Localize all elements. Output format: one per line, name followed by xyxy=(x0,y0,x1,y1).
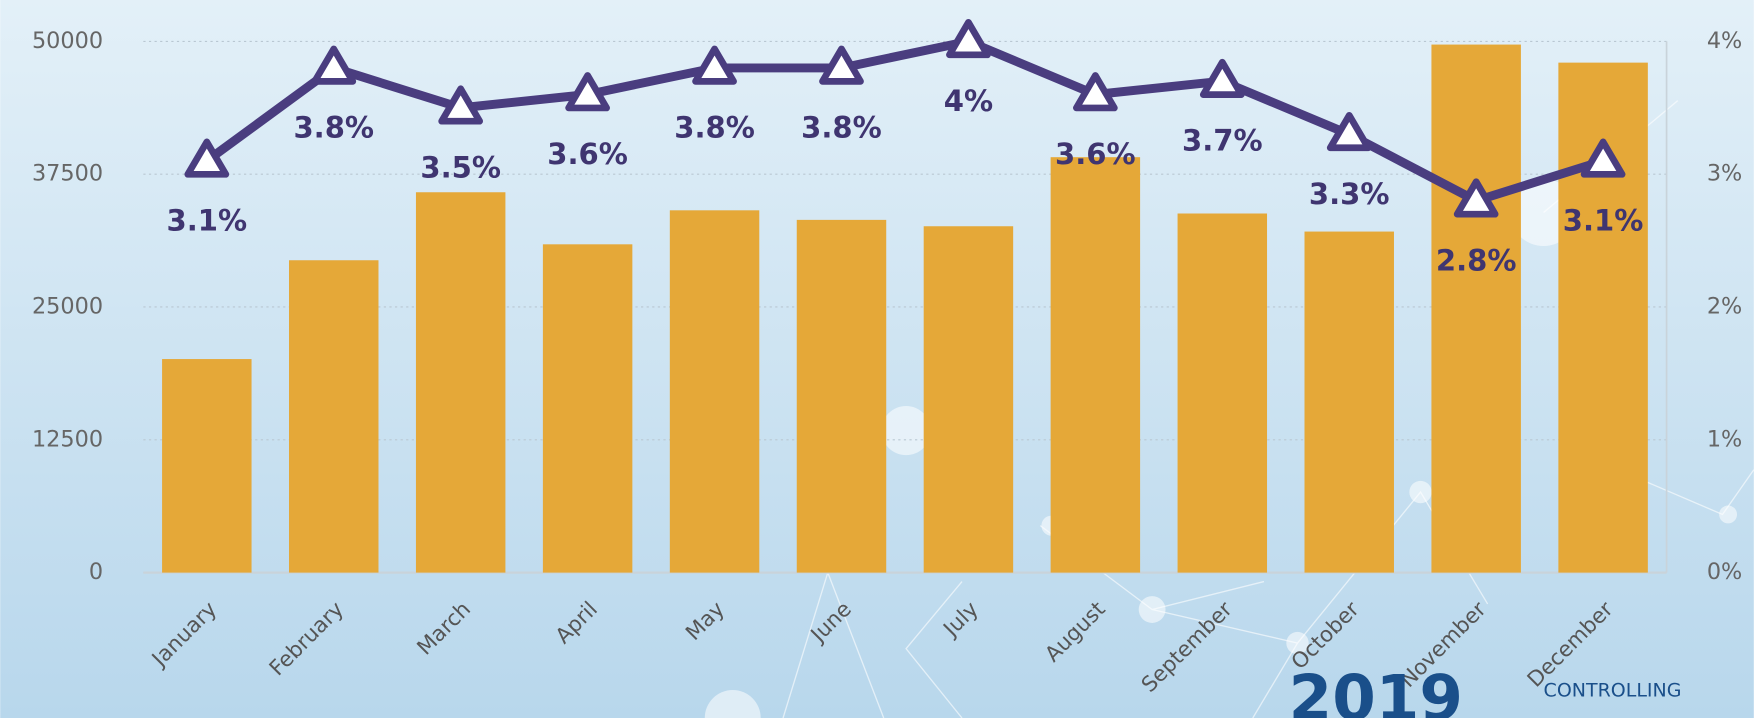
y2-tick-label: 0% xyxy=(1707,559,1742,585)
logo-year: 2019 xyxy=(1289,661,1463,718)
bar xyxy=(543,244,632,572)
value-label: 3.3% xyxy=(1309,177,1390,211)
value-label: 3.1% xyxy=(167,203,248,237)
value-label: 3.7% xyxy=(1182,124,1263,158)
logo-text: CONTROLLING xyxy=(1544,680,1682,702)
value-label: 3.8% xyxy=(293,110,374,144)
y-tick-label: 50000 xyxy=(32,28,103,54)
bar xyxy=(1051,157,1140,572)
bar xyxy=(1178,213,1267,572)
y2-tick-label: 2% xyxy=(1707,293,1742,319)
bar xyxy=(797,220,886,573)
value-label: 3.6% xyxy=(547,137,628,171)
value-label: 3.8% xyxy=(801,110,882,144)
chart: 0125002500037500500000%1%2%3%4%JanuaryFe… xyxy=(0,0,1754,718)
page: {"chart_data": {"type": "bar-line", "cat… xyxy=(0,0,1754,718)
value-label: 3.8% xyxy=(674,110,755,144)
bar xyxy=(289,260,378,572)
value-label: 3.1% xyxy=(1563,203,1644,237)
bar xyxy=(1431,45,1520,573)
bar xyxy=(670,210,759,572)
y2-tick-label: 1% xyxy=(1707,426,1742,452)
y-tick-label: 0 xyxy=(89,559,103,585)
value-label: 4% xyxy=(944,84,993,118)
y-tick-label: 25000 xyxy=(32,293,103,319)
bar xyxy=(924,226,1013,572)
bar xyxy=(1305,232,1394,573)
value-label: 2.8% xyxy=(1436,243,1517,277)
y-tick-label: 12500 xyxy=(32,426,103,452)
bar xyxy=(416,192,505,572)
value-label: 3.5% xyxy=(420,150,501,184)
y2-tick-label: 3% xyxy=(1707,161,1742,187)
value-label: 3.6% xyxy=(1055,137,1136,171)
bar xyxy=(162,359,251,573)
y2-tick-label: 4% xyxy=(1707,28,1742,54)
y-tick-label: 37500 xyxy=(32,161,103,187)
